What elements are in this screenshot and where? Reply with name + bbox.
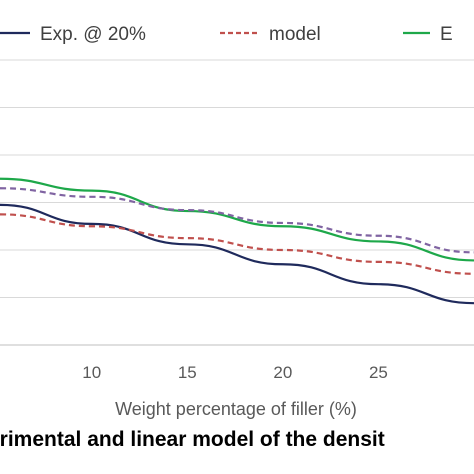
x-tick-label: 15 [178, 363, 197, 382]
x-tick-label: 20 [273, 363, 292, 382]
figure-caption: erimental and linear model of the densit [0, 428, 385, 451]
x-tick-label: 10 [82, 363, 101, 382]
gridlines [0, 59, 474, 346]
series-lines [0, 177, 474, 305]
x-tick-label: 25 [369, 363, 388, 382]
legend-label-3: E [440, 24, 453, 45]
legend-label-2: model [269, 24, 321, 45]
x-tick-labels: 10 15 20 25 [82, 363, 388, 382]
series-line-3 [0, 177, 474, 262]
legend: Exp. @ 20% model E [0, 24, 453, 45]
x-axis-title: Weight percentage of filler (%) [115, 399, 357, 419]
series-line-1 [0, 203, 474, 305]
legend-label-1: Exp. @ 20% [40, 24, 146, 45]
